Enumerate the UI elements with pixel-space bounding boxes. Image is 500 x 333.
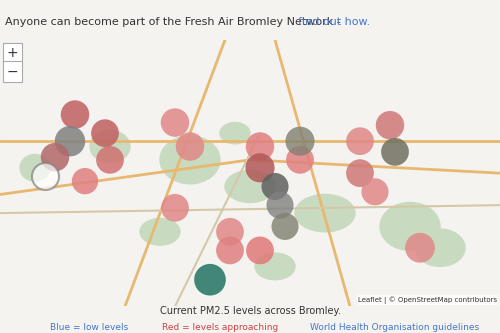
Point: [206, 277, 214, 282]
Point: [171, 205, 179, 210]
Text: World Health Organisation guidelines: World Health Organisation guidelines: [310, 323, 478, 332]
Text: Red = levels approaching: Red = levels approaching: [162, 323, 281, 332]
Point: [66, 139, 74, 144]
Point: [226, 229, 234, 234]
Point: [106, 157, 114, 163]
Text: +: +: [6, 46, 18, 60]
Point: [256, 144, 264, 149]
Point: [356, 139, 364, 144]
Point: [171, 120, 179, 125]
Text: Leaflet | © OpenStreetMap contributors: Leaflet | © OpenStreetMap contributors: [358, 296, 498, 304]
Point: [226, 248, 234, 253]
Ellipse shape: [380, 202, 440, 250]
Ellipse shape: [20, 155, 50, 181]
Point: [356, 170, 364, 176]
Ellipse shape: [225, 170, 275, 202]
Point: [391, 149, 399, 155]
Point: [256, 248, 264, 253]
Ellipse shape: [140, 218, 180, 245]
Point: [186, 144, 194, 149]
Point: [81, 178, 89, 184]
Point: [386, 123, 394, 128]
Point: [51, 155, 59, 160]
Ellipse shape: [90, 131, 130, 163]
Text: −: −: [6, 65, 18, 79]
Text: Blue = low levels: Blue = low levels: [50, 323, 134, 332]
Ellipse shape: [255, 253, 295, 280]
Point: [71, 112, 79, 117]
Text: Current PM2.5 levels across Bromley.: Current PM2.5 levels across Bromley.: [160, 306, 340, 316]
Point: [416, 245, 424, 250]
Ellipse shape: [160, 136, 220, 184]
Point: [371, 189, 379, 194]
Point: [41, 173, 49, 178]
Point: [296, 157, 304, 163]
Ellipse shape: [295, 194, 355, 232]
Ellipse shape: [415, 229, 465, 266]
Text: find out how.: find out how.: [298, 17, 370, 27]
Ellipse shape: [220, 123, 250, 144]
Point: [271, 184, 279, 189]
Point: [296, 139, 304, 144]
Text: Anyone can become part of the Fresh Air Bromley Network -: Anyone can become part of the Fresh Air …: [5, 17, 344, 27]
Point: [256, 165, 264, 170]
Point: [101, 131, 109, 136]
Point: [276, 202, 284, 208]
Point: [281, 224, 289, 229]
